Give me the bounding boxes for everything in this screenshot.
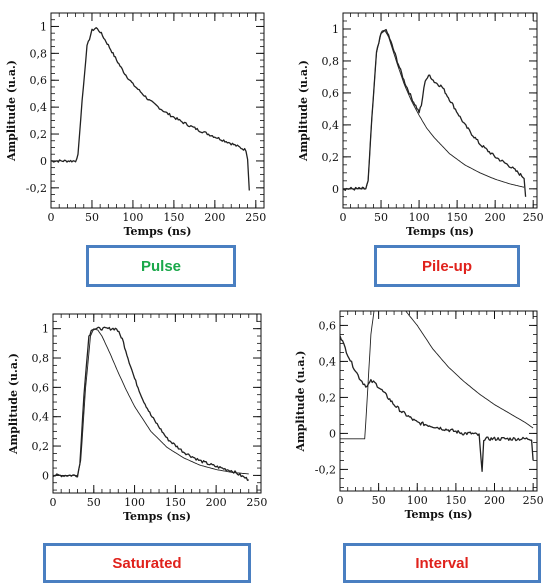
series-line-2 (340, 311, 534, 440)
label-box-interval: Interval (343, 543, 541, 583)
plot-frame (342, 12, 538, 209)
x-axis-label: Temps (ns) (123, 510, 191, 523)
chart-panel-saturated: 0 50 100 150 200 250 0 0,2 0,4 0,6 0,8 1 Temps (ns) A… (0, 298, 273, 543)
x-tick-label: 200 (206, 496, 227, 509)
series-line-1 (51, 27, 250, 191)
y-tick-label: 0,4 (319, 355, 337, 368)
y-tick-label: -0,2 (315, 463, 336, 476)
x-tick-label: 0 (340, 211, 347, 224)
label-box-pileup: Pile-up (374, 245, 520, 287)
y-axis-label: Amplitude (u.a.) (7, 353, 20, 455)
y-tick-label: 1 (332, 23, 339, 36)
y-tick-label: 0,4 (32, 411, 50, 424)
series-line-1 (53, 328, 249, 476)
y-tick-label: 0,8 (30, 47, 48, 60)
x-tick-label: 100 (124, 496, 145, 509)
x-axis-label: Temps (ns) (405, 508, 473, 521)
y-axis-label: Amplitude (u.a.) (294, 350, 307, 452)
x-tick-label: 0 (48, 211, 55, 224)
y-tick-label: 1 (40, 20, 47, 33)
chart-panel-pileup: 0 50 100 150 200 250 0 0,2 0,4 0,6 0,8 1 Temps (ns) A… (273, 0, 547, 245)
y-tick-label: 0,6 (32, 381, 50, 394)
y-tick-label: 0,6 (319, 319, 337, 332)
x-axis-label: Temps (ns) (406, 225, 474, 238)
x-tick-label: 0 (337, 494, 344, 507)
label-pulse: Pulse (140, 257, 182, 275)
x-tick-label: 250 (523, 211, 544, 224)
label-interval: Interval (415, 554, 469, 572)
series-line-1 (343, 30, 525, 190)
x-tick-label: 100 (122, 211, 143, 224)
chart-panel-interval: 0 50 100 150 200 250 -0,2 0 0,2 0,4 0,6 Temps (ns) A… (273, 298, 547, 543)
y-tick-label: 0,4 (322, 119, 340, 132)
series-line-1 (340, 335, 534, 472)
chart-pileup: 0 50 100 150 200 250 0 0,2 0,4 0,6 0,8 1 Temps (ns) A… (297, 12, 544, 238)
x-tick-label: 150 (447, 211, 468, 224)
y-tick-label: 0,4 (30, 101, 48, 114)
x-tick-label: 200 (204, 211, 225, 224)
x-tick-label: 50 (374, 211, 388, 224)
x-tick-label: 250 (523, 494, 544, 507)
x-tick-label: 250 (246, 496, 267, 509)
y-tick-label: 0,6 (30, 74, 48, 87)
x-tick-label: 50 (85, 211, 99, 224)
y-tick-label: 1 (42, 323, 49, 336)
plot-frame (339, 310, 538, 492)
label-box-pulse: Pulse (86, 245, 236, 287)
x-tick-label: 250 (245, 211, 266, 224)
x-tick-label: 100 (407, 494, 428, 507)
series-line-2 (53, 326, 250, 481)
x-tick-label: 150 (445, 494, 466, 507)
chart-panel-pulse: 0 50 100 150 200 250 -0,2 0 0,2 0,4 0,6 0,8 1 Temps (… (0, 0, 273, 245)
label-box-saturated: Saturated (43, 543, 251, 583)
x-tick-label: 200 (485, 211, 506, 224)
y-tick-label: 0 (332, 183, 339, 196)
y-tick-label: 0 (329, 427, 336, 440)
label-saturated: Saturated (112, 554, 182, 572)
x-axis-label: Temps (ns) (124, 225, 192, 238)
series-group (340, 311, 534, 472)
chart-interval: 0 50 100 150 200 250 -0,2 0 0,2 0,4 0,6 Temps (ns) A… (294, 310, 544, 521)
y-tick-label: 0,2 (319, 391, 337, 404)
chart-pulse: 0 50 100 150 200 250 -0,2 0 0,2 0,4 0,6 0,8 1 Temps (… (5, 12, 266, 238)
x-tick-label: 50 (372, 494, 386, 507)
series-line-2 (343, 28, 527, 197)
x-tick-label: 200 (484, 494, 505, 507)
y-axis-label: Amplitude (u.a.) (5, 60, 18, 162)
y-tick-label: 0,6 (322, 87, 340, 100)
x-tick-label: 50 (87, 496, 101, 509)
series-group (53, 326, 250, 481)
plot-frame (50, 12, 265, 209)
y-tick-label: 0,8 (322, 55, 340, 68)
series-group (51, 27, 250, 191)
y-tick-label: 0,8 (32, 352, 50, 365)
x-tick-label: 0 (50, 496, 57, 509)
label-pileup: Pile-up (421, 257, 472, 275)
x-tick-label: 150 (165, 496, 186, 509)
y-tick-label: 0,2 (30, 128, 48, 141)
y-tick-label: 0,2 (322, 151, 340, 164)
y-tick-label: 0 (40, 155, 47, 168)
plot-frame (52, 313, 262, 494)
y-tick-label: 0,2 (32, 440, 50, 453)
x-tick-label: 100 (409, 211, 430, 224)
y-axis-label: Amplitude (u.a.) (297, 60, 310, 162)
y-tick-label: 0 (42, 469, 49, 482)
chart-saturated: 0 50 100 150 200 250 0 0,2 0,4 0,6 0,8 1 Temps (ns) A… (7, 313, 267, 523)
x-tick-label: 150 (163, 211, 184, 224)
series-group (343, 28, 527, 197)
y-tick-label: -0,2 (26, 182, 47, 195)
